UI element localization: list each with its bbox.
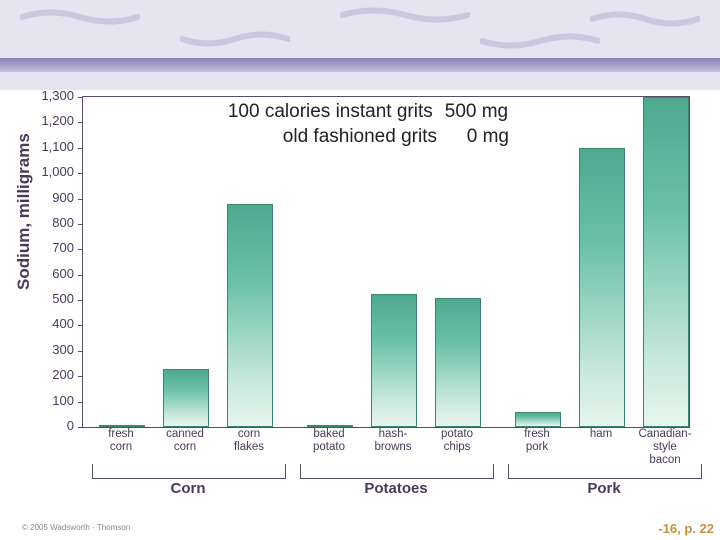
bar-0 (99, 425, 145, 427)
x-label-2: cornflakes (216, 428, 282, 454)
y-tick-mark (78, 325, 83, 326)
group-bracket-2 (508, 464, 702, 479)
group-bracket-0 (92, 464, 286, 479)
y-tick-label: 400 (24, 316, 74, 331)
x-label-3: bakedpotato (296, 428, 362, 454)
x-label-1: cannedcorn (152, 428, 218, 454)
y-tick-mark (78, 351, 83, 352)
squiggle-icon (20, 6, 140, 28)
bar-3 (307, 425, 353, 427)
bar-8 (643, 97, 689, 427)
y-tick-label: 1,000 (24, 164, 74, 179)
annot-1-left: 100 calories instant grits (228, 100, 433, 125)
y-tick-label: 1,200 (24, 113, 74, 128)
bar-5 (435, 298, 481, 427)
y-tick-label: 1,100 (24, 139, 74, 154)
group-label-1: Potatoes (300, 480, 492, 497)
y-tick-mark (78, 199, 83, 200)
squiggle-icon (480, 30, 600, 52)
squiggle-icon (180, 28, 290, 50)
y-tick-label: 900 (24, 190, 74, 205)
x-label-6: freshpork (504, 428, 570, 454)
y-tick-label: 0 (24, 418, 74, 433)
y-tick-label: 700 (24, 240, 74, 255)
squiggle-icon (340, 4, 470, 26)
sodium-chart: Sodium, milligrams 010020030040050060070… (18, 90, 698, 510)
annot-1-right: 500 mg (445, 100, 508, 125)
annot-2-right: 0 mg (449, 125, 509, 150)
group-label-2: Pork (508, 480, 700, 497)
y-tick-label: 1,300 (24, 88, 74, 103)
y-tick-mark (78, 376, 83, 377)
y-tick-mark (78, 402, 83, 403)
y-tick-mark (78, 300, 83, 301)
x-label-4: hash-browns (360, 428, 426, 454)
x-label-7: ham (568, 428, 634, 441)
y-tick-mark (78, 275, 83, 276)
y-tick-mark (78, 122, 83, 123)
bar-1 (163, 369, 209, 427)
y-tick-label: 100 (24, 393, 74, 408)
group-label-0: Corn (92, 480, 284, 497)
header-decor (0, 0, 720, 90)
y-tick-mark (78, 427, 83, 428)
copyright-text: © 2005 Wadsworth - Thomson (22, 523, 130, 532)
y-tick-label: 500 (24, 291, 74, 306)
y-tick-mark (78, 148, 83, 149)
y-tick-mark (78, 224, 83, 225)
x-label-5: potatochips (424, 428, 490, 454)
y-tick-label: 800 (24, 215, 74, 230)
squiggle-icon (590, 8, 700, 30)
header-ribbon (0, 58, 720, 72)
chart-annotation: 100 calories instant grits 500 mg old fa… (168, 100, 568, 149)
y-tick-label: 200 (24, 367, 74, 382)
y-tick-label: 300 (24, 342, 74, 357)
bar-2 (227, 204, 273, 427)
bar-6 (515, 412, 561, 427)
page-reference: -16, p. 22 (658, 521, 714, 536)
bar-4 (371, 294, 417, 427)
group-bracket-1 (300, 464, 494, 479)
y-tick-mark (78, 97, 83, 98)
y-tick-mark (78, 173, 83, 174)
x-label-0: freshcorn (88, 428, 154, 454)
y-tick-label: 600 (24, 266, 74, 281)
annot-2-left: old fashioned grits (227, 125, 437, 150)
x-label-8: Canadian-stylebacon (632, 428, 698, 468)
bar-7 (579, 148, 625, 427)
y-tick-mark (78, 249, 83, 250)
